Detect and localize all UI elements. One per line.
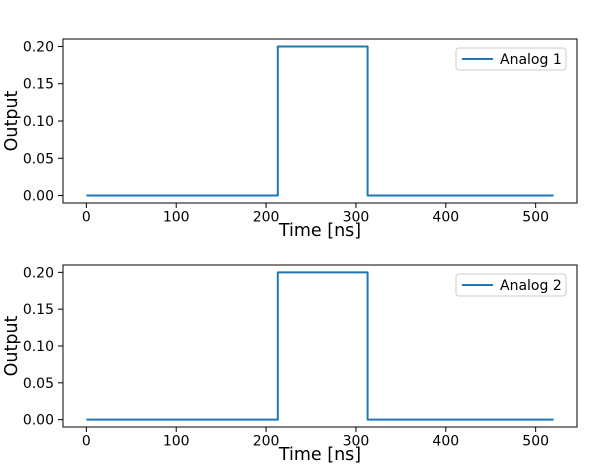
x-axis-label: Time [ns] (278, 445, 361, 465)
x-tick-label: 100 (163, 434, 190, 450)
x-tick-label: 200 (253, 210, 280, 226)
x-tick-label: 100 (163, 210, 190, 226)
y-tick-label: 0.20 (23, 39, 54, 55)
y-tick-label: 0.15 (23, 77, 54, 93)
legend-box (455, 47, 567, 71)
axes-frame (62, 264, 578, 428)
x-tick-label: 400 (432, 210, 459, 226)
legend-label: Analog 1 (500, 52, 562, 68)
y-tick-label: 0.00 (23, 413, 54, 429)
y-tick-label: 0.15 (23, 302, 54, 318)
x-tick-label: 400 (432, 434, 459, 450)
y-axis-label: Output (2, 315, 22, 376)
signal-line (86, 45, 554, 197)
x-tick-label: 500 (522, 210, 549, 226)
legend-label: Analog 2 (500, 278, 562, 294)
x-tick-label: 0 (82, 434, 91, 450)
x-tick-label: 200 (253, 434, 280, 450)
y-tick-label: 0.20 (23, 265, 54, 281)
x-tick-label: 500 (522, 434, 549, 450)
y-tick-label: 0.10 (23, 339, 54, 355)
legend: Analog 1 (455, 47, 567, 71)
x-tick-label: 300 (343, 210, 370, 226)
x-axis-label: Time [ns] (278, 221, 361, 241)
x-tick-label: 300 (343, 434, 370, 450)
x-tick-label: 0 (82, 210, 91, 226)
y-tick-label: 0.00 (23, 189, 54, 205)
axes-frame (62, 38, 578, 204)
y-tick-label: 0.05 (23, 376, 54, 392)
y-axis-label: Output (2, 90, 22, 151)
legend: Analog 2 (455, 273, 567, 297)
subplot-2: 0 100 200 300 400 500 0.00 0.05 0.10 0.15 0.20 Time… (2, 264, 578, 465)
subplot-1: 0 100 200 300 400 500 0.00 0.05 0.10 0.15 0.20 Time… (2, 38, 578, 241)
legend-box (455, 273, 567, 297)
y-tick-label: 0.10 (23, 114, 54, 130)
signal-line (86, 271, 554, 421)
y-tick-label: 0.05 (23, 151, 54, 167)
